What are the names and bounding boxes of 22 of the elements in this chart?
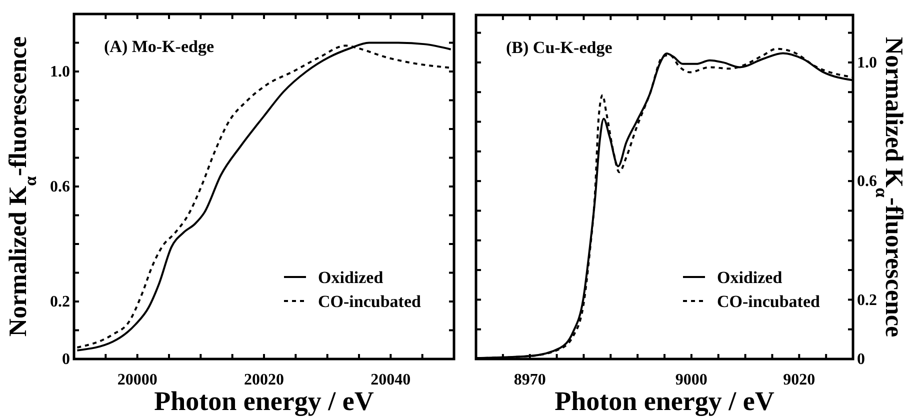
x-axis-title: Photon energy / eV — [554, 386, 775, 416]
legend-label: Oxidized — [717, 268, 783, 287]
y-tick-label: 1.0 — [50, 64, 70, 81]
x-tick-label: 8970 — [514, 371, 546, 388]
legend-label: CO-incubated — [717, 292, 820, 311]
text: (A) Mo-K-edge — [104, 37, 214, 56]
x-tick-label: 9000 — [675, 371, 708, 388]
y-tick-label: 0 — [62, 351, 70, 368]
x-tick-label: 9020 — [783, 371, 816, 388]
x-axis-title: Photon energy / eV — [154, 386, 374, 416]
text: (B) Cu-K-edge — [506, 38, 613, 57]
x-tick-label: 20000 — [117, 371, 158, 388]
x-tick-label: 20020 — [244, 371, 284, 388]
y-tick-label: 0.2 — [50, 294, 70, 311]
y2-tick-label: 1.0 — [857, 54, 877, 72]
legend-label: Oxidized — [318, 268, 384, 287]
y2-tick-label: 0.2 — [857, 292, 877, 309]
y-tick-label: 0.6 — [50, 178, 70, 196]
x-tick-label: 20040 — [370, 371, 411, 388]
y2-tick-label: 0.6 — [857, 173, 877, 190]
legend-label: CO-incubated — [318, 292, 422, 311]
y2-tick-label: 0 — [857, 351, 865, 368]
